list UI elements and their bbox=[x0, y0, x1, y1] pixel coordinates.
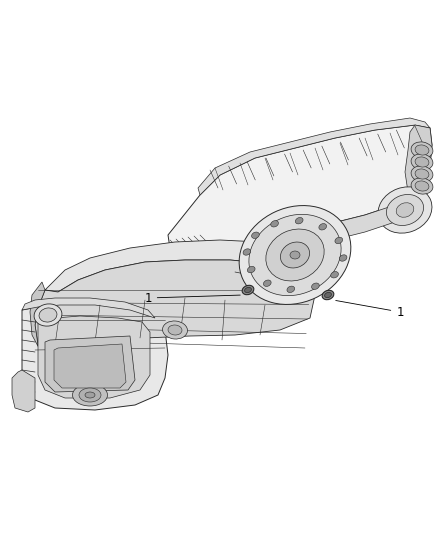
Polygon shape bbox=[45, 240, 310, 292]
Ellipse shape bbox=[162, 321, 187, 339]
Ellipse shape bbox=[290, 251, 300, 259]
Polygon shape bbox=[198, 118, 430, 195]
Ellipse shape bbox=[280, 242, 310, 268]
Ellipse shape bbox=[243, 249, 251, 255]
Ellipse shape bbox=[242, 285, 254, 295]
Polygon shape bbox=[30, 282, 50, 360]
Ellipse shape bbox=[325, 293, 332, 297]
Ellipse shape bbox=[79, 388, 101, 402]
Ellipse shape bbox=[411, 178, 433, 194]
Ellipse shape bbox=[415, 145, 429, 155]
Ellipse shape bbox=[386, 195, 424, 225]
Polygon shape bbox=[12, 370, 35, 412]
Ellipse shape bbox=[73, 384, 107, 406]
Ellipse shape bbox=[295, 217, 303, 224]
Ellipse shape bbox=[287, 286, 295, 293]
Ellipse shape bbox=[249, 214, 341, 296]
Text: 1: 1 bbox=[144, 292, 240, 304]
Ellipse shape bbox=[311, 283, 319, 289]
Ellipse shape bbox=[335, 237, 343, 244]
Polygon shape bbox=[0, 60, 438, 430]
Polygon shape bbox=[35, 260, 315, 355]
Ellipse shape bbox=[322, 290, 334, 300]
Ellipse shape bbox=[263, 280, 271, 286]
Ellipse shape bbox=[244, 287, 251, 293]
Ellipse shape bbox=[319, 223, 327, 230]
Ellipse shape bbox=[85, 392, 95, 398]
Ellipse shape bbox=[378, 187, 432, 233]
Ellipse shape bbox=[415, 169, 429, 179]
Ellipse shape bbox=[415, 157, 429, 167]
Ellipse shape bbox=[251, 232, 259, 238]
Polygon shape bbox=[168, 125, 432, 268]
Ellipse shape bbox=[331, 271, 339, 278]
Ellipse shape bbox=[239, 206, 351, 304]
Polygon shape bbox=[168, 205, 395, 282]
Polygon shape bbox=[54, 344, 126, 388]
Ellipse shape bbox=[411, 154, 433, 170]
Ellipse shape bbox=[411, 142, 433, 158]
Ellipse shape bbox=[168, 325, 182, 335]
Ellipse shape bbox=[396, 203, 414, 217]
Polygon shape bbox=[22, 305, 168, 410]
Ellipse shape bbox=[415, 181, 429, 191]
Ellipse shape bbox=[34, 304, 62, 326]
Ellipse shape bbox=[339, 255, 347, 261]
Polygon shape bbox=[405, 125, 432, 192]
Ellipse shape bbox=[271, 221, 279, 227]
Ellipse shape bbox=[411, 166, 433, 182]
Polygon shape bbox=[45, 336, 135, 392]
Polygon shape bbox=[22, 298, 155, 318]
Ellipse shape bbox=[39, 308, 57, 322]
Polygon shape bbox=[38, 316, 150, 398]
Text: 1: 1 bbox=[336, 301, 404, 319]
Ellipse shape bbox=[266, 229, 324, 281]
Ellipse shape bbox=[247, 266, 255, 273]
